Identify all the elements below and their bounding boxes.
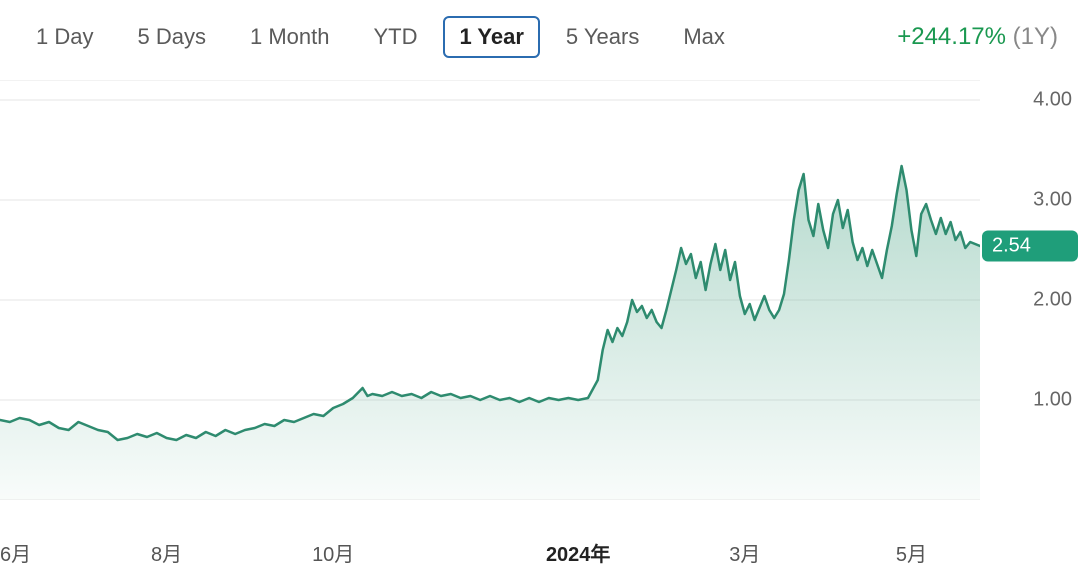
range-tab-ytd[interactable]: YTD (355, 14, 435, 60)
y-tick-label: 1.00 (1033, 389, 1072, 412)
current-price-value: 2.54 (992, 235, 1031, 257)
range-tab-max[interactable]: Max (665, 14, 743, 60)
performance-value: +244.17% (897, 23, 1006, 50)
x-tick-label: 2024年 (546, 538, 611, 567)
price-chart (0, 80, 980, 500)
x-axis: 6月 8月 10月 2024年 3月 5月 (0, 500, 980, 577)
topbar: 1 Day5 Days1 MonthYTD1 Year5 YearsMax +2… (0, 0, 1080, 74)
y-tick-label: 4.00 (1033, 89, 1072, 112)
y-axis: 1.00 2.00 3.00 4.00 (980, 80, 1080, 500)
range-tab-1-day[interactable]: 1 Day (18, 14, 111, 60)
x-tick-label: 10月 (312, 538, 354, 567)
performance-period: (1Y) (1013, 23, 1058, 50)
performance-display: +244.17% (1Y) (897, 23, 1062, 51)
x-tick-label: 5月 (896, 538, 927, 567)
y-tick-label: 3.00 (1033, 189, 1072, 212)
range-tabs: 1 Day5 Days1 MonthYTD1 Year5 YearsMax (18, 14, 743, 60)
current-price-badge: 2.54 (982, 231, 1078, 262)
chart-container: 1 Day5 Days1 MonthYTD1 Year5 YearsMax +2… (0, 0, 1080, 577)
x-tick-label: 6月 (0, 538, 31, 567)
range-tab-1-month[interactable]: 1 Month (232, 14, 348, 60)
range-tab-5-days[interactable]: 5 Days (119, 14, 223, 60)
x-tick-label: 3月 (729, 538, 760, 567)
range-tab-1-year[interactable]: 1 Year (443, 16, 539, 58)
y-tick-label: 2.00 (1033, 289, 1072, 312)
x-tick-label: 8月 (151, 538, 182, 567)
range-tab-5-years[interactable]: 5 Years (548, 14, 657, 60)
chart-area: 1.00 2.00 3.00 4.00 6月 8月 10月 2024年 3月 5月 2.54 (0, 80, 1080, 577)
